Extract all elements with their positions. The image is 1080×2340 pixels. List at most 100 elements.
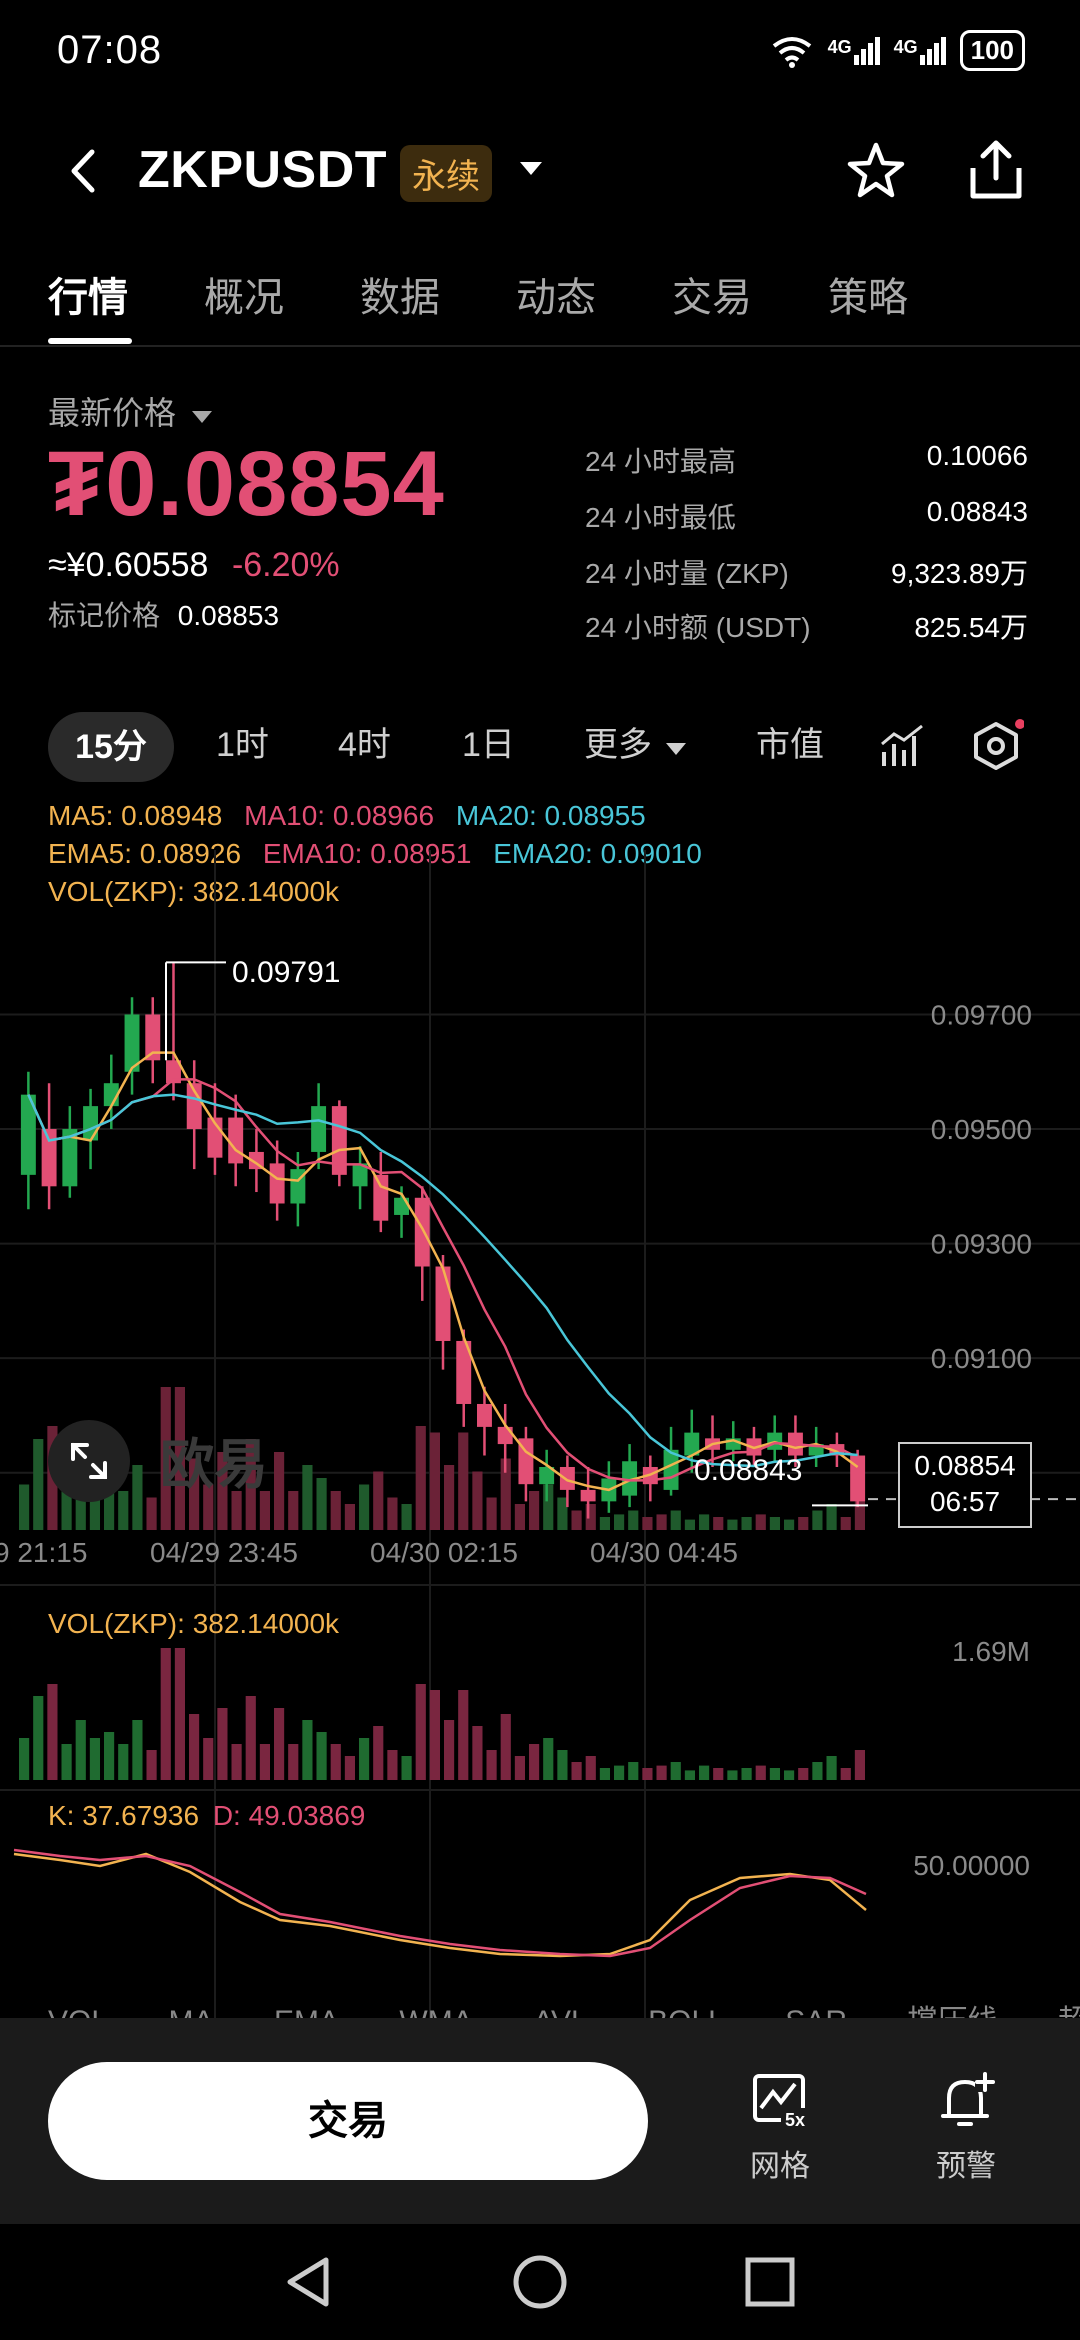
tab-news[interactable]: 动态 [516, 276, 596, 320]
candle-body [414, 1197, 430, 1267]
watermark-logo: 欧易 [160, 1435, 268, 1495]
settings-hex-icon[interactable] [968, 718, 1024, 774]
volume-bar [458, 1432, 469, 1530]
current-price-tag: 0.08854 06:57 [898, 1442, 1032, 1528]
alert-button[interactable]: 预警 [926, 2072, 1006, 2185]
volume-panel-bar [840, 1768, 851, 1780]
y-tick-label: 0.09100 [931, 1343, 1032, 1374]
volume-panel-bar [373, 1726, 384, 1780]
volume-bar [656, 1514, 667, 1530]
signal-4g-icon-2: 4G [894, 36, 946, 65]
volume-bar [160, 1387, 171, 1530]
x-axis-ticks: 9 21:15 04/29 23:45 04/30 02:15 04/30 04:45 [0, 1537, 738, 1568]
volume-bar [104, 1478, 115, 1530]
volume-panel-bar [203, 1738, 214, 1780]
stat-volume-value: 9,323.89万 [891, 558, 1028, 589]
chart-style-icon[interactable] [880, 722, 926, 772]
volume-panel-bar [670, 1762, 681, 1780]
symbol-title[interactable]: ZKPUSDT [138, 141, 388, 199]
volume-panel-bar [571, 1762, 582, 1780]
candle-countdown: 06:57 [929, 1486, 1001, 1517]
ma-line-ma20 [27, 1093, 858, 1468]
volume-bar [33, 1439, 44, 1530]
tab-overview[interactable]: 概况 [204, 276, 284, 320]
volume-panel-bar [75, 1720, 86, 1780]
grid-button[interactable]: 5x 网格 [740, 2072, 820, 2185]
candle-body [269, 1163, 285, 1204]
volume-bar [812, 1510, 823, 1530]
candle-body [145, 1014, 161, 1061]
tab-trade[interactable]: 交易 [672, 276, 752, 320]
volume-bar [684, 1519, 695, 1530]
x-tick-label: 9 21:15 [0, 1537, 87, 1568]
nav-recents-icon[interactable] [744, 2256, 796, 2308]
volume-bar [189, 1458, 200, 1530]
trade-button[interactable]: 交易 [48, 2062, 648, 2180]
volume-panel-bar [61, 1744, 72, 1780]
tab-strategy[interactable]: 策略 [828, 276, 908, 320]
star-icon[interactable] [845, 140, 907, 202]
volume-bar [118, 1491, 129, 1530]
period-1h[interactable]: 1时 [216, 726, 269, 764]
volume-panel-bar [89, 1738, 100, 1780]
period-4h[interactable]: 4时 [338, 726, 391, 764]
main-volume-bars [19, 1387, 865, 1530]
candle-body [83, 1106, 99, 1141]
volume-bar [302, 1465, 313, 1530]
volume-panel-bar [854, 1750, 865, 1780]
share-icon[interactable] [965, 138, 1027, 202]
grid-badge: 5x [785, 2110, 805, 2130]
volume-bar [755, 1514, 766, 1530]
volume-bar [344, 1504, 355, 1530]
vol-legend: VOL(ZKP): 382.14000k [48, 876, 340, 907]
volume-bar [543, 1484, 554, 1530]
volume-panel-bar [784, 1770, 795, 1780]
period-1d[interactable]: 1日 [462, 726, 515, 764]
volume-bar [571, 1510, 582, 1530]
period-more[interactable]: 更多 [584, 717, 687, 766]
tab-data[interactable]: 数据 [360, 276, 440, 320]
nav-back-icon[interactable] [284, 2256, 334, 2308]
stat-low-label: 24 小时最低 [585, 502, 736, 533]
volume-panel-bar [245, 1696, 256, 1780]
fullscreen-button[interactable] [48, 1420, 130, 1502]
dropdown-caret-icon[interactable] [518, 160, 544, 178]
volume-panel-bar [359, 1738, 370, 1780]
volume-panel-bar [444, 1720, 455, 1780]
market-cap-toggle[interactable]: 市值 [756, 726, 824, 764]
y-tick-label: 0.09700 [931, 999, 1032, 1030]
ema-legend: EMA5: 0.08926 EMA10: 0.08951 EMA20: 0.09… [48, 838, 702, 870]
nav-home-icon[interactable] [512, 2254, 568, 2310]
volume-panel-bar [401, 1756, 412, 1780]
volume-panel-bar [755, 1765, 766, 1780]
volume-bar [429, 1432, 440, 1530]
candle-body [456, 1340, 472, 1404]
volume-bar [614, 1514, 625, 1530]
vol-panel-max: 1.69M [952, 1636, 1030, 1667]
tab-market[interactable]: 行情 [48, 276, 128, 320]
ma-legend: MA5: 0.08948 MA10: 0.08966 MA20: 0.08955 [48, 800, 646, 832]
volume-panel-bar [826, 1756, 837, 1780]
vol-panel-label: VOL(ZKP): 382.14000k [48, 1608, 340, 1639]
candle-body [622, 1461, 638, 1496]
d-line [13, 1848, 867, 1958]
period-15m[interactable]: 15分 [48, 712, 174, 782]
volume-panel-bar [217, 1708, 228, 1780]
d-value: D: 49.03869 [212, 1800, 366, 1831]
back-arrow-icon[interactable] [66, 148, 100, 194]
volume-panel-bar [614, 1765, 625, 1780]
volume-panel-bar [486, 1750, 497, 1780]
latest-price-label[interactable]: 最新价格 [48, 388, 213, 434]
volume-panel-bar [33, 1696, 44, 1780]
tab-divider [0, 345, 1080, 347]
kdj-tick: 50.00000 [913, 1850, 1030, 1881]
volume-bar [769, 1517, 780, 1530]
latest-price-caret-icon [191, 411, 212, 423]
volume-panel-bar [146, 1750, 157, 1780]
more-caret-icon [666, 743, 687, 755]
status-icons: 4G 4G 100 [770, 30, 1025, 71]
grid-label: 网格 [750, 2150, 810, 2183]
tab-underline [48, 338, 132, 344]
volume-bar [359, 1484, 370, 1530]
